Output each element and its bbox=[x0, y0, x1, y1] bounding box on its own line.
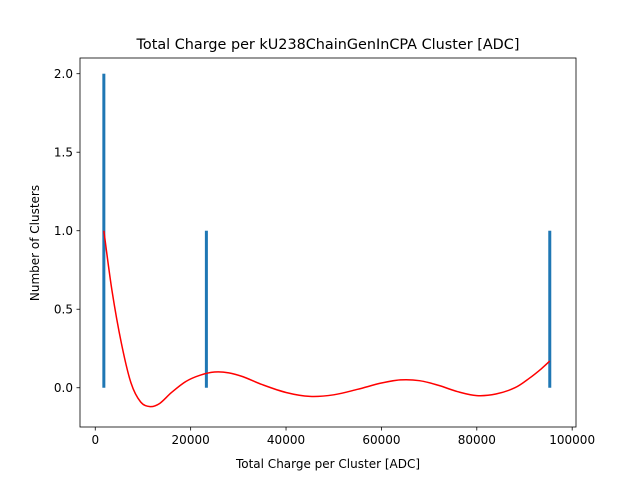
x-tick-label: 60000 bbox=[362, 433, 400, 447]
fit-curve-line bbox=[103, 230, 551, 408]
x-tick-label: 0 bbox=[91, 433, 99, 447]
y-tick-label: 2.0 bbox=[54, 67, 73, 81]
y-axis-ticks: 0.0 0.5 1.0 1.5 2.0 bbox=[54, 67, 80, 395]
bar-1 bbox=[204, 230, 208, 388]
x-tick-label: 40000 bbox=[267, 433, 305, 447]
x-tick-label: 80000 bbox=[458, 433, 496, 447]
chart-title: Total Charge per kU238ChainGenInCPA Clus… bbox=[136, 37, 520, 53]
y-tick-label: 1.5 bbox=[54, 146, 73, 160]
curve-layer bbox=[103, 230, 551, 408]
x-tick-label: 20000 bbox=[172, 433, 210, 447]
bar-2 bbox=[548, 230, 552, 388]
x-tick-label: 100000 bbox=[549, 433, 595, 447]
plot-frame bbox=[79, 57, 577, 428]
y-tick-label: 0.0 bbox=[54, 381, 73, 395]
y-tick-label: 1.0 bbox=[54, 224, 73, 238]
plot-area bbox=[80, 58, 576, 427]
y-tick-label: 0.5 bbox=[54, 303, 73, 317]
x-axis-label: Total Charge per Cluster [ADC] bbox=[235, 457, 420, 471]
x-axis-ticks: 0 20000 40000 60000 80000 100000 bbox=[91, 427, 595, 447]
y-axis-label: Number of Clusters bbox=[28, 185, 42, 301]
